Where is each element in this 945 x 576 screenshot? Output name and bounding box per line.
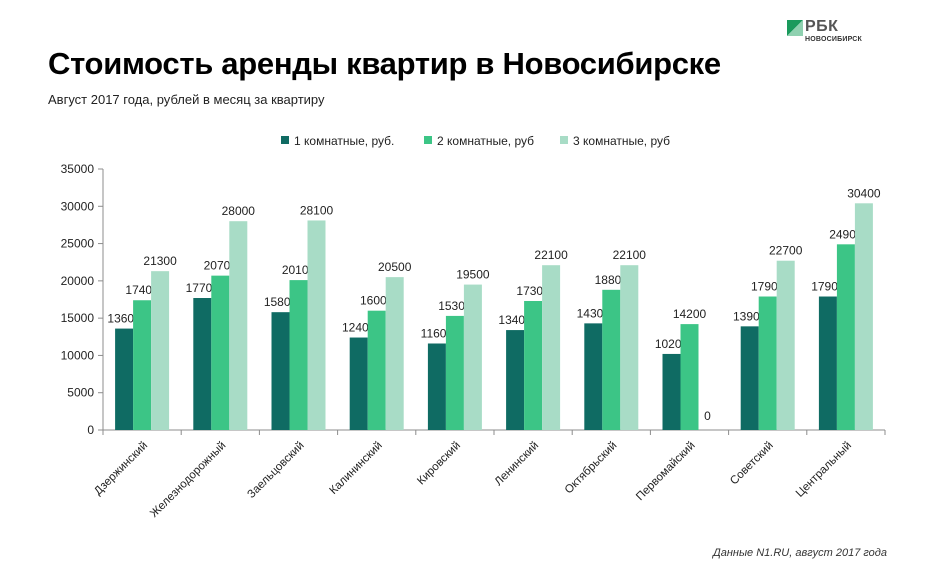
- x-tick-label: Дзержинский: [92, 440, 150, 498]
- data-label: 28100: [300, 203, 334, 217]
- logo-city: НОВОСИБИРСК: [805, 36, 862, 43]
- chart-subtitle: Август 2017 года, рублей в месяц за квар…: [48, 92, 325, 107]
- data-label: 18800: [595, 273, 629, 287]
- x-tick-label: Калининский: [328, 440, 385, 497]
- legend-swatch: [424, 136, 432, 144]
- bar: [740, 326, 759, 430]
- y-tick-label: 0: [87, 423, 94, 437]
- y-tick-label: 20000: [61, 274, 95, 288]
- x-tick-label: Центральный: [794, 440, 854, 500]
- bar: [854, 203, 873, 430]
- data-label: 22100: [613, 248, 647, 262]
- data-label: 17400: [125, 283, 159, 297]
- data-label: 15300: [438, 299, 472, 313]
- bar: [620, 265, 639, 430]
- y-tick-label: 5000: [67, 386, 94, 400]
- legend-label: 3 комнатные, руб: [573, 134, 670, 148]
- bar: [427, 343, 446, 430]
- data-label: 21300: [143, 254, 177, 268]
- x-tick-label: Ленинский: [493, 440, 542, 489]
- y-tick-label: 35000: [61, 162, 95, 176]
- chart-title: Стоимость аренды квартир в Новосибирске: [48, 46, 721, 81]
- y-tick-label: 30000: [61, 199, 95, 213]
- legend-label: 1 комнатные, руб.: [294, 134, 394, 148]
- bar: [602, 289, 621, 430]
- legend-swatch: [281, 136, 289, 144]
- y-tick-label: 15000: [61, 311, 95, 325]
- y-tick-label: 10000: [61, 348, 95, 362]
- bar: [133, 300, 152, 430]
- bar: [463, 284, 482, 430]
- bar: [289, 280, 308, 430]
- data-label: 22700: [769, 244, 803, 258]
- bar: [776, 260, 795, 430]
- data-label: 17900: [811, 280, 845, 294]
- x-tick-label: Кировский: [415, 440, 463, 488]
- data-label: 20700: [204, 259, 238, 273]
- x-tick-label: Первомайский: [634, 440, 697, 503]
- x-tick-label: Октябрьский: [563, 440, 620, 497]
- data-label: 24900: [829, 227, 863, 241]
- x-tick-label: Советский: [728, 440, 776, 488]
- bar: [385, 277, 404, 430]
- bar: [445, 315, 464, 430]
- data-label: 0: [704, 409, 711, 423]
- bar: [542, 265, 561, 430]
- bar: [367, 310, 386, 430]
- data-label: 28000: [222, 204, 256, 218]
- x-tick-label: Заельцовский: [245, 440, 306, 501]
- bar: [115, 328, 134, 430]
- bar: [506, 330, 525, 430]
- data-label: 13600: [107, 312, 141, 326]
- data-label: 30400: [847, 186, 881, 200]
- bar: [307, 220, 326, 430]
- bar: [680, 324, 699, 430]
- rbc-logo: РБК НОВОСИБИРСК: [787, 18, 867, 46]
- data-label: 11600: [421, 326, 454, 340]
- bar: [662, 353, 681, 430]
- data-label: 12400: [342, 321, 376, 335]
- bar: [818, 296, 837, 430]
- source-note: Данные N1.RU, август 2017 года: [712, 547, 887, 559]
- data-label: 17300: [516, 284, 550, 298]
- legend-label: 2 комнатные, руб: [437, 134, 534, 148]
- bar: [229, 221, 248, 430]
- bar: [271, 312, 290, 430]
- bar: [211, 275, 230, 430]
- data-label: 20100: [282, 263, 316, 277]
- rbc-logo-icon: [787, 20, 803, 36]
- logo-brand: РБК: [805, 18, 839, 35]
- data-label: 19500: [456, 268, 490, 282]
- bar: [349, 337, 368, 430]
- legend-swatch: [560, 136, 568, 144]
- data-label: 10200: [655, 337, 689, 351]
- bar: [524, 300, 543, 430]
- data-label: 13400: [498, 313, 532, 327]
- bar: [584, 323, 603, 430]
- y-tick-label: 25000: [61, 237, 95, 251]
- data-label: 16000: [360, 294, 394, 308]
- x-tick-label: Железнодорожный: [148, 440, 228, 520]
- data-label: 14200: [673, 307, 707, 321]
- bar: [193, 298, 212, 430]
- data-label: 17900: [751, 280, 785, 294]
- data-label: 17700: [186, 281, 220, 295]
- data-label: 22100: [534, 248, 568, 262]
- data-label: 14300: [577, 306, 611, 320]
- bar: [836, 244, 855, 430]
- bar: [151, 271, 170, 430]
- data-label: 15800: [264, 295, 298, 309]
- bar: [758, 296, 777, 430]
- data-label: 13900: [733, 309, 767, 323]
- data-label: 20500: [378, 260, 412, 274]
